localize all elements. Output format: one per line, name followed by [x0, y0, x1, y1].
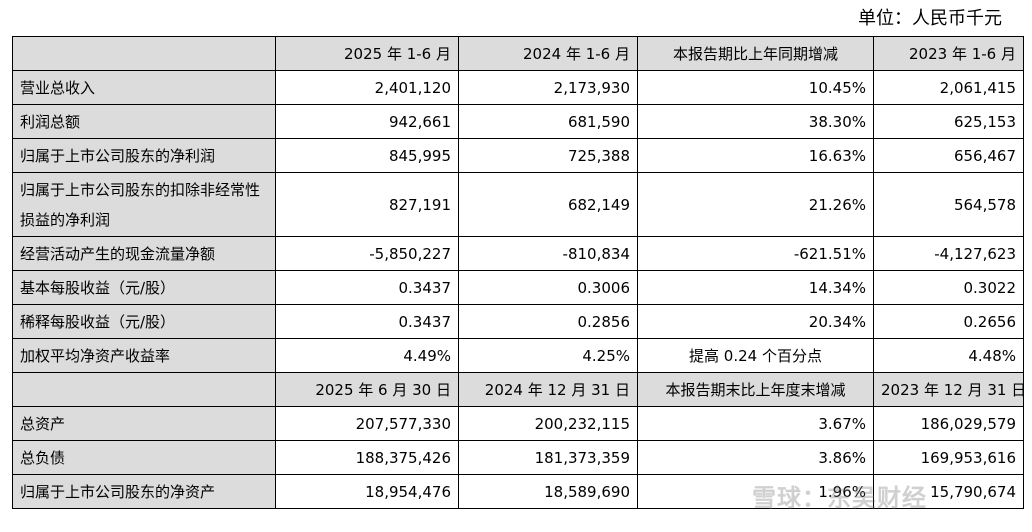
row-label: 稀释每股收益（元/股）: [12, 304, 276, 339]
table-cell: 207,577,330: [275, 406, 459, 441]
unit-label: 单位：人民币千元: [858, 8, 1002, 29]
table-cell: 2,061,415: [873, 70, 1024, 105]
table-cell: 4.25%: [458, 338, 638, 373]
table-cell: 21.26%: [637, 172, 874, 237]
table-cell: 38.30%: [637, 104, 874, 139]
table-cell: 提高 0.24 个百分点: [637, 338, 874, 373]
table-cell: 3.86%: [637, 440, 874, 475]
row-label: 总负债: [12, 440, 276, 475]
table-cell: 15,790,674: [873, 474, 1024, 509]
table-header-row: 2025 年 1-6 月 2024 年 1-6 月 本报告期比上年同期增减 20…: [12, 36, 1024, 71]
table-cell: 845,995: [275, 138, 459, 173]
table-cell: 169,953,616: [873, 440, 1024, 475]
table-row: 经营活动产生的现金流量净额 -5,850,227 -810,834 -621.5…: [12, 236, 1024, 271]
table-cell: 0.2656: [873, 304, 1024, 339]
table-row: 归属于上市公司股东的净利润 845,995 725,388 16.63% 656…: [12, 138, 1024, 173]
table-row: 加权平均净资产收益率 4.49% 4.25% 提高 0.24 个百分点 4.48…: [12, 338, 1024, 373]
table-cell: -4,127,623: [873, 236, 1024, 271]
table-cell: 18,589,690: [458, 474, 638, 509]
row-label: 基本每股收益（元/股）: [12, 270, 276, 305]
row-label: 归属于上市公司股东的净利润: [12, 138, 276, 173]
table-cell: -621.51%: [637, 236, 874, 271]
table-cell: 0.3006: [458, 270, 638, 305]
table-cell: 2,401,120: [275, 70, 459, 105]
row-label: 总资产: [12, 406, 276, 441]
table-cell: 4.49%: [275, 338, 459, 373]
table-cell: 181,373,359: [458, 440, 638, 475]
header-cell: 2024 年 12 月 31 日: [458, 372, 638, 407]
table-row: 利润总额 942,661 681,590 38.30% 625,153: [12, 104, 1024, 139]
table-cell: 2,173,930: [458, 70, 638, 105]
table-cell: 681,590: [458, 104, 638, 139]
header-cell: 2025 年 6 月 30 日: [275, 372, 459, 407]
table-cell: 682,149: [458, 172, 638, 237]
table-subheader-row: 2025 年 6 月 30 日 2024 年 12 月 31 日 本报告期末比上…: [12, 372, 1026, 407]
table-cell: 942,661: [275, 104, 459, 139]
row-label: 经营活动产生的现金流量净额: [12, 236, 276, 271]
table-cell: 20.34%: [637, 304, 874, 339]
table-row: 稀释每股收益（元/股） 0.3437 0.2856 20.34% 0.2656: [12, 304, 1024, 339]
table-cell: 4.48%: [873, 338, 1024, 373]
table-cell: 0.3022: [873, 270, 1024, 305]
row-label: 归属于上市公司股东的扣除非经常性损益的净利润: [12, 172, 276, 237]
table-cell: 200,232,115: [458, 406, 638, 441]
table-cell: 188,375,426: [275, 440, 459, 475]
header-cell: 2024 年 1-6 月: [458, 36, 638, 71]
table-cell: 0.3437: [275, 270, 459, 305]
header-cell: 本报告期比上年同期增减: [637, 36, 874, 71]
table-cell: 18,954,476: [275, 474, 459, 509]
table-row: 归属于上市公司股东的扣除非经常性损益的净利润 827,191 682,149 2…: [12, 172, 1024, 237]
table-row: 归属于上市公司股东的净资产 18,954,476 18,589,690 1.96…: [12, 474, 1024, 509]
table-cell: 656,467: [873, 138, 1024, 173]
table-cell: 16.63%: [637, 138, 874, 173]
header-cell: 本报告期末比上年度末增减: [637, 372, 874, 407]
table-cell: 564,578: [873, 172, 1024, 237]
row-label: 利润总额: [12, 104, 276, 139]
table-cell: 827,191: [275, 172, 459, 237]
header-cell: 2023 年 1-6 月: [873, 36, 1024, 71]
table-cell: 14.34%: [637, 270, 874, 305]
table-row: 总资产 207,577,330 200,232,115 3.67% 186,02…: [12, 406, 1024, 441]
table-row: 基本每股收益（元/股） 0.3437 0.3006 14.34% 0.3022: [12, 270, 1024, 305]
table-cell: -5,850,227: [275, 236, 459, 271]
table-cell: 725,388: [458, 138, 638, 173]
table-cell: 186,029,579: [873, 406, 1024, 441]
header-cell: 2025 年 1-6 月: [275, 36, 459, 71]
table-cell: 0.2856: [458, 304, 638, 339]
row-label: 营业总收入: [12, 70, 276, 105]
row-label: 归属于上市公司股东的净资产: [12, 474, 276, 509]
table-cell: 3.67%: [637, 406, 874, 441]
table-cell: 10.45%: [637, 70, 874, 105]
financial-summary-table: 2025 年 1-6 月 2024 年 1-6 月 本报告期比上年同期增减 20…: [12, 36, 1026, 509]
table-row: 总负债 188,375,426 181,373,359 3.86% 169,95…: [12, 440, 1024, 475]
table-row: 营业总收入 2,401,120 2,173,930 10.45% 2,061,4…: [12, 70, 1024, 105]
table-cell: -810,834: [458, 236, 638, 271]
table-cell: 0.3437: [275, 304, 459, 339]
row-label: 加权平均净资产收益率: [12, 338, 276, 373]
header-cell: 2023 年 12 月 31 日: [873, 372, 1026, 407]
header-cell: [12, 372, 276, 407]
table-cell: 1.96%: [637, 474, 874, 509]
table-cell: 625,153: [873, 104, 1024, 139]
header-cell: [12, 36, 276, 71]
